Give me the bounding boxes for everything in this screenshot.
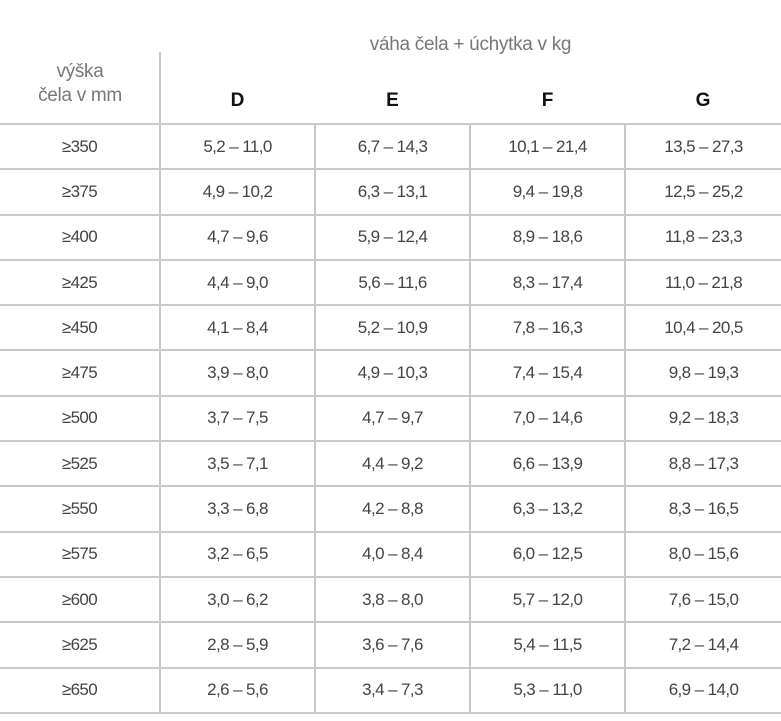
height-cell: ≥500 (0, 394, 160, 443)
weight-cell-f: 6,6 – 13,9 (469, 440, 625, 488)
table-row: ≥425 4,4 – 9,0 5,6 – 11,6 8,3 – 17,4 11,0 – … (0, 258, 781, 307)
height-cell: ≥400 (0, 213, 160, 261)
weight-cell-g: 11,8 – 23,3 (624, 213, 781, 261)
table-row: ≥625 2,8 – 5,9 3,6 – 7,6 5,4 – 11,5 7,2 – 14… (0, 621, 781, 669)
height-column-header: výška čela v mm (0, 60, 160, 108)
weight-cell-f: 5,7 – 12,0 (469, 575, 625, 624)
height-cell: ≥525 (0, 440, 160, 488)
weight-cell-d: 3,5 – 7,1 (159, 440, 315, 488)
weight-cell-e: 4,0 – 8,4 (314, 530, 470, 578)
weight-cell-g: 7,6 – 15,0 (624, 575, 781, 624)
weight-cell-g: 13,5 – 27,3 (624, 122, 781, 171)
weight-cell-e: 4,7 – 9,7 (314, 394, 470, 443)
height-header-line2: čela v mm (38, 85, 122, 106)
table-row: ≥350 5,2 – 11,0 6,7 – 14,3 10,1 – 21,4 13,5 … (0, 122, 781, 171)
table-row: ≥500 3,7 – 7,5 4,7 – 9,7 7,0 – 14,6 9,2 – 18… (0, 394, 781, 443)
weight-cell-e: 3,8 – 8,0 (314, 575, 470, 624)
header-divider (159, 52, 161, 125)
height-cell: ≥350 (0, 122, 160, 171)
table-row: ≥525 3,5 – 7,1 4,4 – 9,2 6,6 – 13,9 8,8 – 17… (0, 440, 781, 488)
weight-cell-g: 12,5 – 25,2 (624, 168, 781, 216)
column-header-d: D (230, 90, 245, 111)
weight-cell-e: 4,9 – 10,3 (314, 349, 470, 397)
height-cell: ≥550 (0, 485, 160, 533)
weight-cell-d: 4,9 – 10,2 (159, 168, 315, 216)
weight-cell-d: 3,2 – 6,5 (159, 530, 315, 578)
weight-cell-d: 4,7 – 9,6 (159, 213, 315, 261)
height-cell: ≥650 (0, 666, 160, 714)
weight-cell-e: 6,3 – 13,1 (314, 168, 470, 216)
height-cell: ≥425 (0, 258, 160, 307)
weight-cell-e: 6,7 – 14,3 (314, 122, 470, 171)
weight-cell-f: 6,0 – 12,5 (469, 530, 625, 578)
table-row: ≥550 3,3 – 6,8 4,2 – 8,8 6,3 – 13,2 8,3 – 16… (0, 485, 781, 533)
weight-cell-g: 8,0 – 15,6 (624, 530, 781, 578)
column-header-g: G (695, 90, 711, 111)
weight-cell-g: 6,9 – 14,0 (624, 666, 781, 714)
table-row: ≥600 3,0 – 6,2 3,8 – 8,0 5,7 – 12,0 7,6 – 15… (0, 575, 781, 624)
weight-cell-g: 11,0 – 21,8 (624, 258, 781, 307)
weight-group-header: váha čela + úchytka v kg (369, 34, 572, 55)
weight-cell-d: 2,8 – 5,9 (159, 621, 315, 669)
column-header-f: F (541, 90, 554, 111)
weight-cell-f: 7,8 – 16,3 (469, 304, 625, 352)
height-header-line1: výška (56, 61, 104, 82)
weight-cell-d: 5,2 – 11,0 (159, 122, 315, 171)
weight-cell-d: 2,6 – 5,6 (159, 666, 315, 714)
table-row: ≥575 3,2 – 6,5 4,0 – 8,4 6,0 – 12,5 8,0 – 15… (0, 530, 781, 578)
weight-cell-f: 7,0 – 14,6 (469, 394, 625, 443)
weight-cell-f: 9,4 – 19,8 (469, 168, 625, 216)
height-cell: ≥600 (0, 575, 160, 624)
weight-cell-f: 8,9 – 18,6 (469, 213, 625, 261)
weight-cell-d: 3,7 – 7,5 (159, 394, 315, 443)
weight-cell-g: 10,4 – 20,5 (624, 304, 781, 352)
weight-cell-d: 4,4 – 9,0 (159, 258, 315, 307)
weight-cell-e: 3,4 – 7,3 (314, 666, 470, 714)
weight-cell-d: 3,9 – 8,0 (159, 349, 315, 397)
weight-cell-f: 6,3 – 13,2 (469, 485, 625, 533)
table-row: ≥650 2,6 – 5,6 3,4 – 7,3 5,3 – 11,0 6,9 – 14… (0, 666, 781, 714)
weight-cell-f: 10,1 – 21,4 (469, 122, 625, 171)
table-row: ≥375 4,9 – 10,2 6,3 – 13,1 9,4 – 19,8 12,5 –… (0, 168, 781, 216)
height-cell: ≥575 (0, 530, 160, 578)
column-header-e: E (386, 90, 399, 111)
weight-cell-f: 7,4 – 15,4 (469, 349, 625, 397)
weight-cell-f: 5,4 – 11,5 (469, 621, 625, 669)
height-cell: ≥375 (0, 168, 160, 216)
table-row: ≥475 3,9 – 8,0 4,9 – 10,3 7,4 – 15,4 9,8 – 1… (0, 349, 781, 397)
table-row: ≥400 4,7 – 9,6 5,9 – 12,4 8,9 – 18,6 11,8 – … (0, 213, 781, 261)
weight-cell-d: 3,3 – 6,8 (159, 485, 315, 533)
weight-cell-g: 7,2 – 14,4 (624, 621, 781, 669)
weight-cell-e: 4,4 – 9,2 (314, 440, 470, 488)
weight-cell-g: 9,8 – 19,3 (624, 349, 781, 397)
height-cell: ≥450 (0, 304, 160, 352)
height-cell: ≥625 (0, 621, 160, 669)
weight-cell-e: 5,9 – 12,4 (314, 213, 470, 261)
height-cell: ≥475 (0, 349, 160, 397)
weight-cell-e: 5,6 – 11,6 (314, 258, 470, 307)
weight-table: ≥350 5,2 – 11,0 6,7 – 14,3 10,1 – 21,4 13,5 … (0, 122, 781, 714)
weight-cell-g: 8,8 – 17,3 (624, 440, 781, 488)
weight-cell-g: 9,2 – 18,3 (624, 394, 781, 443)
weight-cell-d: 3,0 – 6,2 (159, 575, 315, 624)
weight-cell-f: 8,3 – 17,4 (469, 258, 625, 307)
weight-cell-g: 8,3 – 16,5 (624, 485, 781, 533)
weight-cell-d: 4,1 – 8,4 (159, 304, 315, 352)
weight-cell-f: 5,3 – 11,0 (469, 666, 625, 714)
weight-cell-e: 4,2 – 8,8 (314, 485, 470, 533)
weight-cell-e: 3,6 – 7,6 (314, 621, 470, 669)
weight-cell-e: 5,2 – 10,9 (314, 304, 470, 352)
table-row: ≥450 4,1 – 8,4 5,2 – 10,9 7,8 – 16,3 10,4 – … (0, 304, 781, 352)
